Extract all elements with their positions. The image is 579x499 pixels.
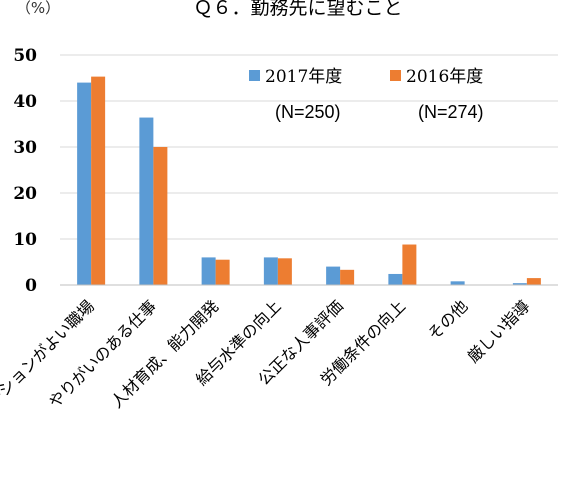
bar-2017年度-6 — [450, 281, 465, 285]
legend-n-label: (N=274) — [418, 102, 484, 122]
y-tick-label: 50 — [13, 46, 37, 66]
y-axis-ticks: 0 10 20 30 40 50 — [13, 46, 37, 296]
x-category-label: 人材育成、能力開発 — [107, 296, 222, 411]
x-category-label: その他 — [424, 296, 471, 343]
x-category-label: 厳しい指導 — [464, 296, 534, 366]
bar-2016年度-3 — [277, 258, 292, 285]
bar-2016年度-2 — [215, 259, 230, 285]
y-tick-label: 0 — [25, 276, 37, 296]
bar-2016年度-4 — [340, 269, 355, 285]
bar-2017年度-5 — [388, 273, 403, 285]
bar-2017年度-1 — [139, 117, 154, 285]
y-tick-label: 10 — [13, 230, 37, 250]
y-tick-label: 40 — [13, 92, 37, 112]
bar-2016年度-5 — [402, 244, 417, 285]
legend-label: 2017年度 — [265, 67, 342, 87]
bar-2017年度-0 — [77, 82, 92, 285]
bar-2017年度-2 — [201, 257, 216, 285]
bar-2016年度-7 — [526, 278, 541, 285]
y-tick-label: 30 — [13, 138, 37, 158]
x-axis-labels: コミュニケーションがよい職場やりがいのある仕事人材育成、能力開発給与水準の向上公… — [0, 296, 534, 467]
bar-2017年度-7 — [512, 283, 527, 285]
legend-swatch — [390, 70, 401, 81]
bar-2016年度-0 — [91, 76, 106, 286]
legend-label: 2016年度 — [406, 67, 483, 87]
bar-2016年度-1 — [153, 147, 168, 285]
bar-2017年度-3 — [263, 257, 278, 285]
legend: 2017年度 (N=250) 2016年度 (N=274) — [249, 67, 484, 122]
chart-title: Ｑ６．勤務先に望むこと — [193, 0, 402, 19]
bars — [77, 76, 541, 286]
y-tick-label: 20 — [13, 184, 37, 204]
y-unit-label: （%） — [16, 0, 60, 17]
x-category-label: やりがいのある仕事 — [45, 296, 160, 411]
legend-swatch — [249, 70, 260, 81]
legend-n-label: (N=250) — [275, 102, 341, 122]
bar-2017年度-4 — [326, 266, 341, 285]
